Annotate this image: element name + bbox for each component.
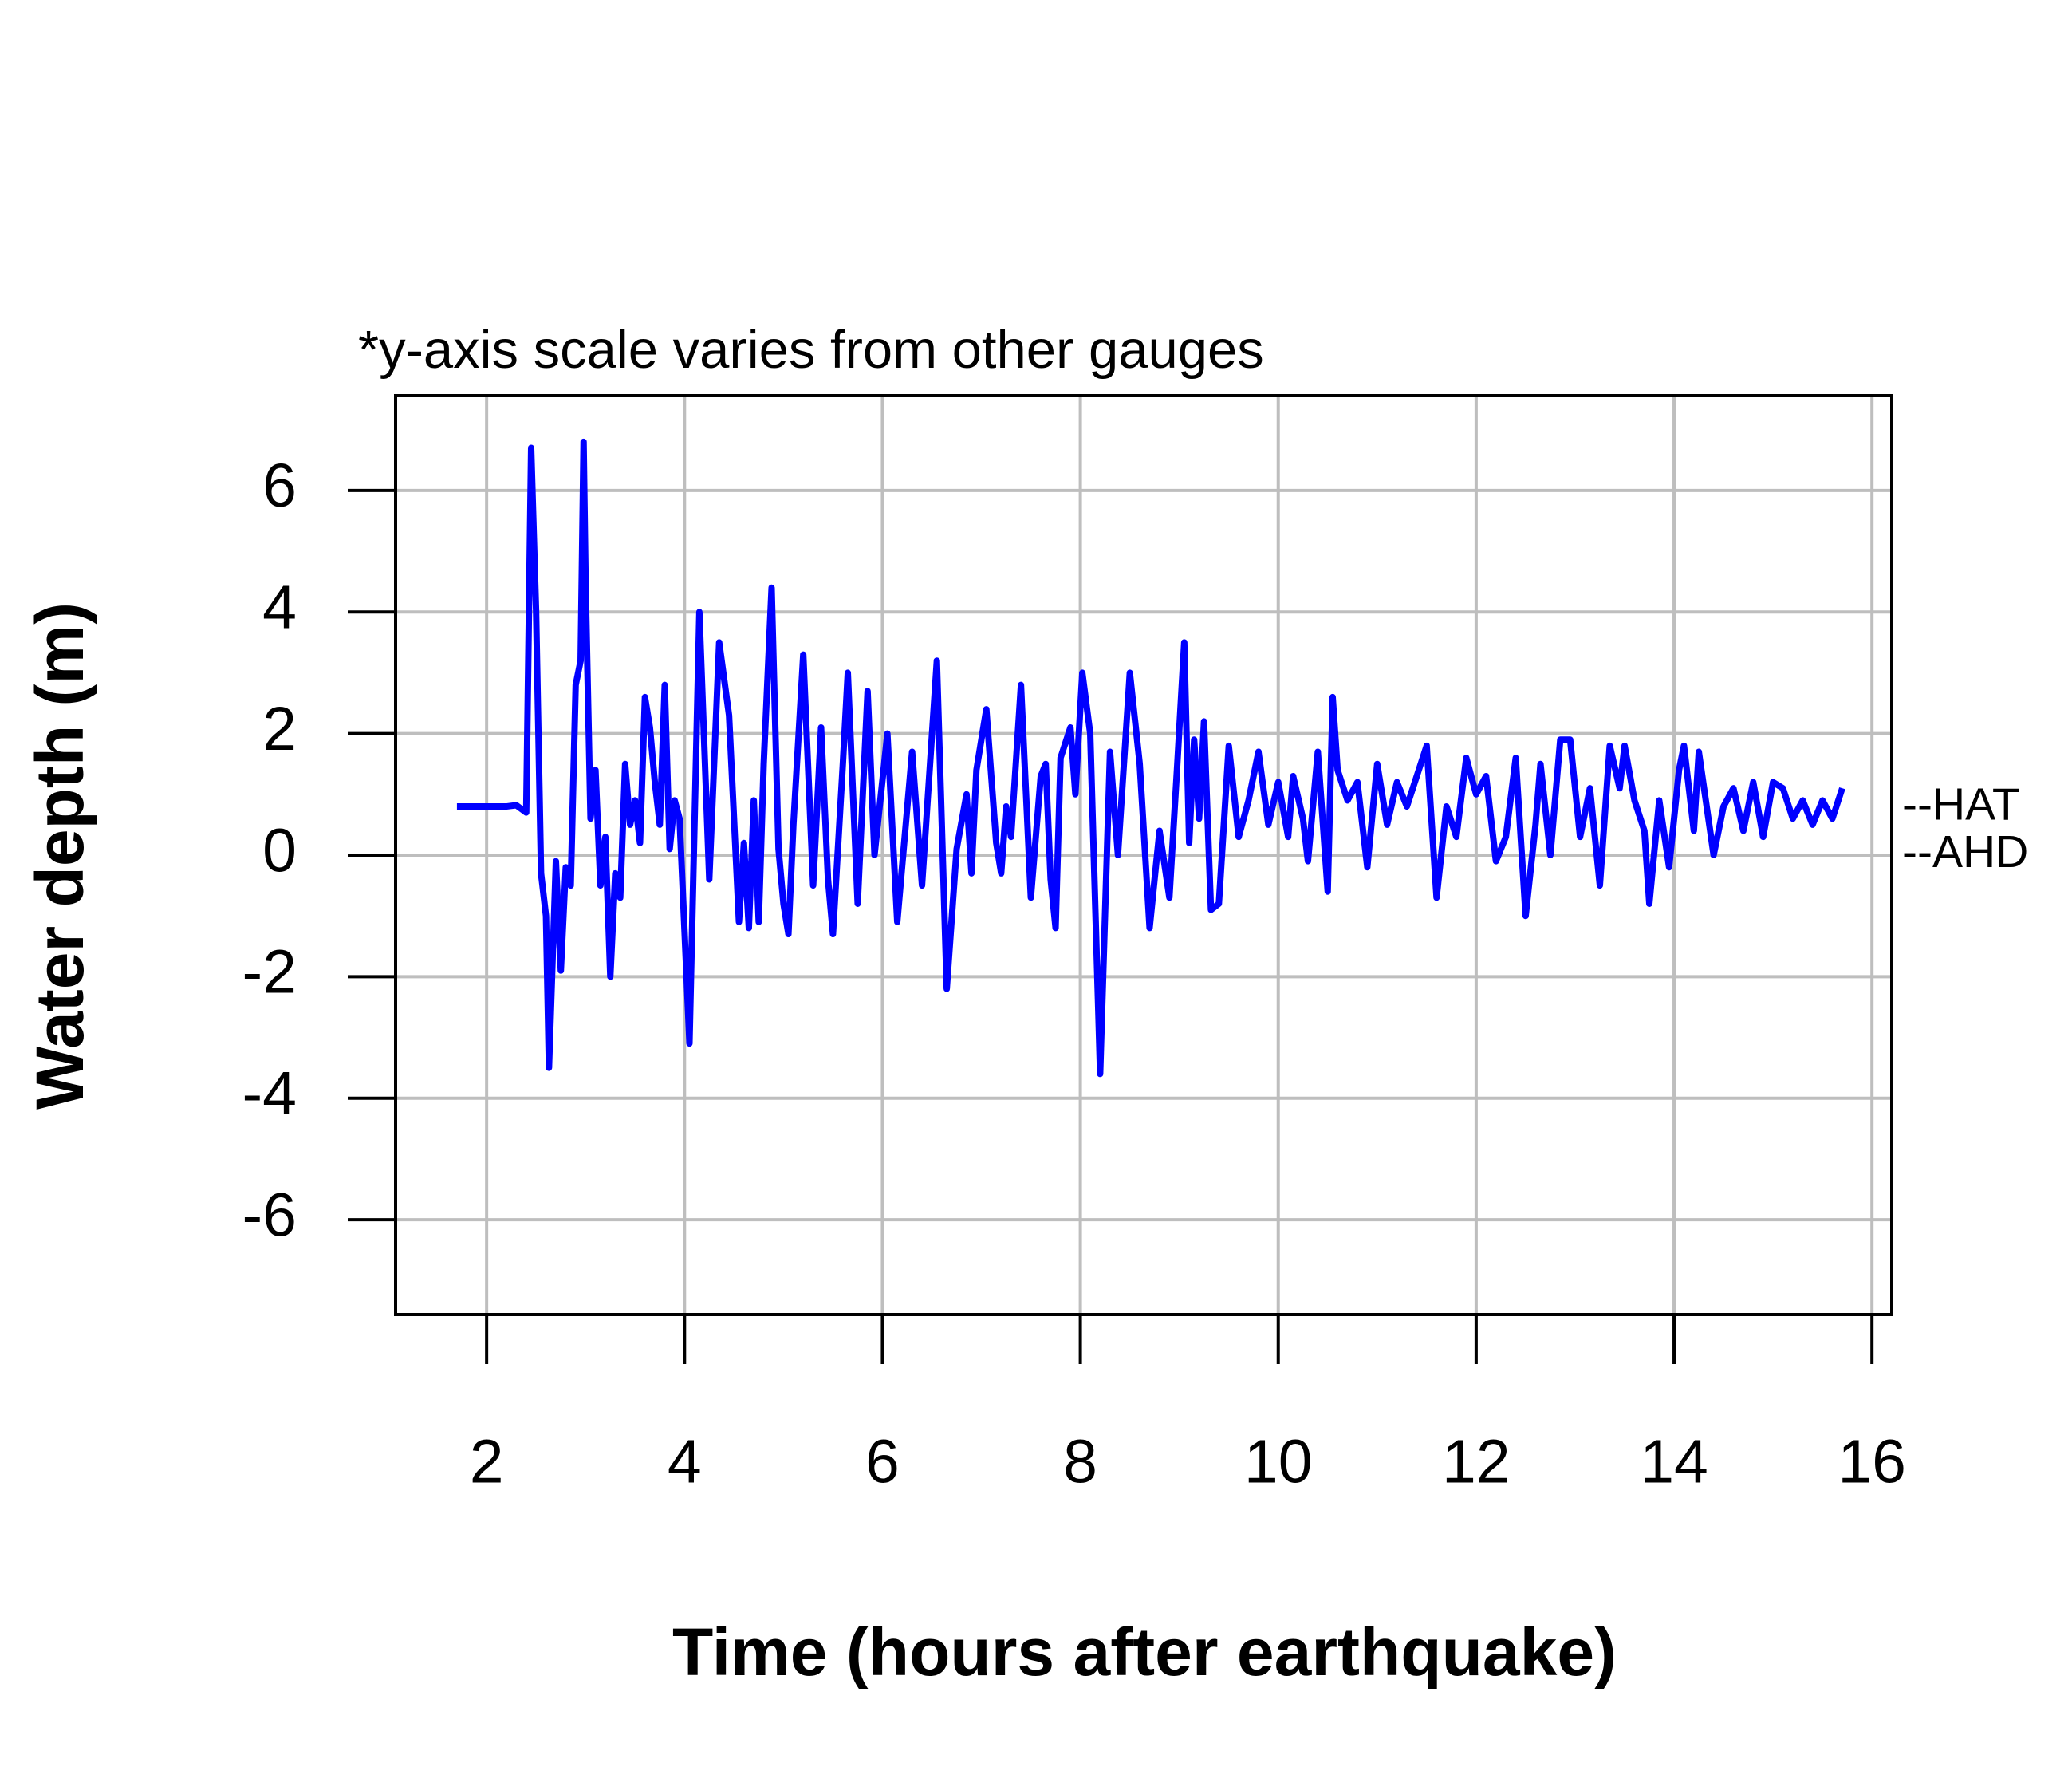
x-axis-label: Time (hours after earthquake): [672, 1615, 1617, 1689]
chart-title: *y-axis scale varies from other gauges: [358, 320, 1264, 380]
x-tick-label: 12: [1442, 1427, 1511, 1496]
y-tick-label: 6: [262, 451, 297, 520]
x-tick-label: 8: [1063, 1427, 1097, 1496]
x-tick-label: 14: [1640, 1427, 1708, 1496]
x-tick-label: 6: [865, 1427, 900, 1496]
y-axis-label: Water depth (m): [22, 602, 97, 1110]
y-tick-label: -2: [242, 938, 297, 1007]
reference-level-label: --AHD: [1902, 826, 2028, 877]
data-line: [456, 438, 1845, 1078]
y-tick-label: 0: [262, 816, 297, 885]
y-tick-label: 2: [262, 695, 297, 763]
x-tick-label: 4: [668, 1427, 702, 1496]
y-tick-label: -6: [242, 1181, 297, 1249]
x-tick-label: 16: [1838, 1427, 1906, 1496]
x-tick-label: 10: [1244, 1427, 1313, 1496]
y-tick-label: -4: [242, 1059, 297, 1128]
x-tick-label: 2: [470, 1427, 504, 1496]
reference-level-label: --HAT: [1902, 779, 2020, 830]
plot-frame: [394, 394, 1893, 1316]
y-tick-label: 4: [262, 574, 297, 642]
